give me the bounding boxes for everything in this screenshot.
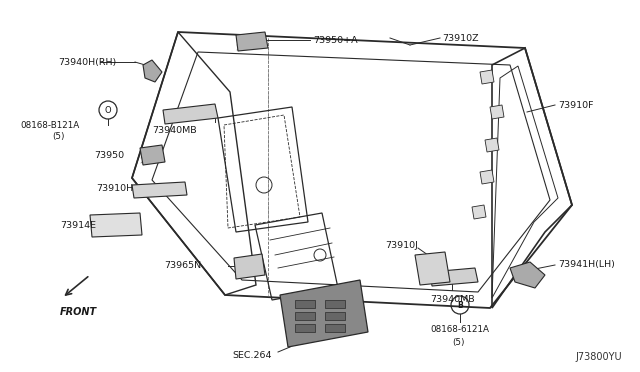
Polygon shape <box>325 300 345 308</box>
Text: (5): (5) <box>452 337 465 346</box>
Polygon shape <box>480 170 494 184</box>
Polygon shape <box>140 145 165 165</box>
Polygon shape <box>132 182 187 198</box>
Polygon shape <box>325 312 345 320</box>
Text: 08168-6121A: 08168-6121A <box>430 326 489 334</box>
Polygon shape <box>163 104 218 124</box>
Polygon shape <box>143 60 162 82</box>
Text: 73910F: 73910F <box>558 100 593 109</box>
Text: 73965N: 73965N <box>164 262 201 270</box>
Text: 08168-B121A: 08168-B121A <box>20 121 79 129</box>
Polygon shape <box>280 280 368 347</box>
Text: 73941H(LH): 73941H(LH) <box>558 260 615 269</box>
Text: J73800YU: J73800YU <box>575 352 622 362</box>
Polygon shape <box>325 324 345 332</box>
Polygon shape <box>90 213 142 237</box>
Text: 73910J: 73910J <box>385 241 418 250</box>
Polygon shape <box>295 300 315 308</box>
Polygon shape <box>485 138 499 152</box>
Text: O: O <box>105 106 111 115</box>
Text: 73910Z: 73910Z <box>442 33 479 42</box>
Text: 73950: 73950 <box>94 151 124 160</box>
Polygon shape <box>234 254 265 279</box>
Text: 73914E: 73914E <box>60 221 96 230</box>
Text: SEC.264: SEC.264 <box>232 350 271 359</box>
Polygon shape <box>430 268 478 286</box>
Text: B: B <box>457 301 463 310</box>
Text: 73940H(RH): 73940H(RH) <box>58 58 116 67</box>
Text: 73940MB: 73940MB <box>430 295 475 305</box>
Text: FRONT: FRONT <box>60 307 97 317</box>
Polygon shape <box>415 252 450 285</box>
Polygon shape <box>490 105 504 119</box>
Polygon shape <box>295 312 315 320</box>
Polygon shape <box>236 32 268 51</box>
Polygon shape <box>480 70 494 84</box>
Text: 73910H: 73910H <box>96 183 133 192</box>
Polygon shape <box>510 262 545 288</box>
Polygon shape <box>295 324 315 332</box>
Text: 73950+A: 73950+A <box>313 35 358 45</box>
Text: (5): (5) <box>52 131 65 141</box>
Text: 73940MB: 73940MB <box>152 125 196 135</box>
Polygon shape <box>472 205 486 219</box>
